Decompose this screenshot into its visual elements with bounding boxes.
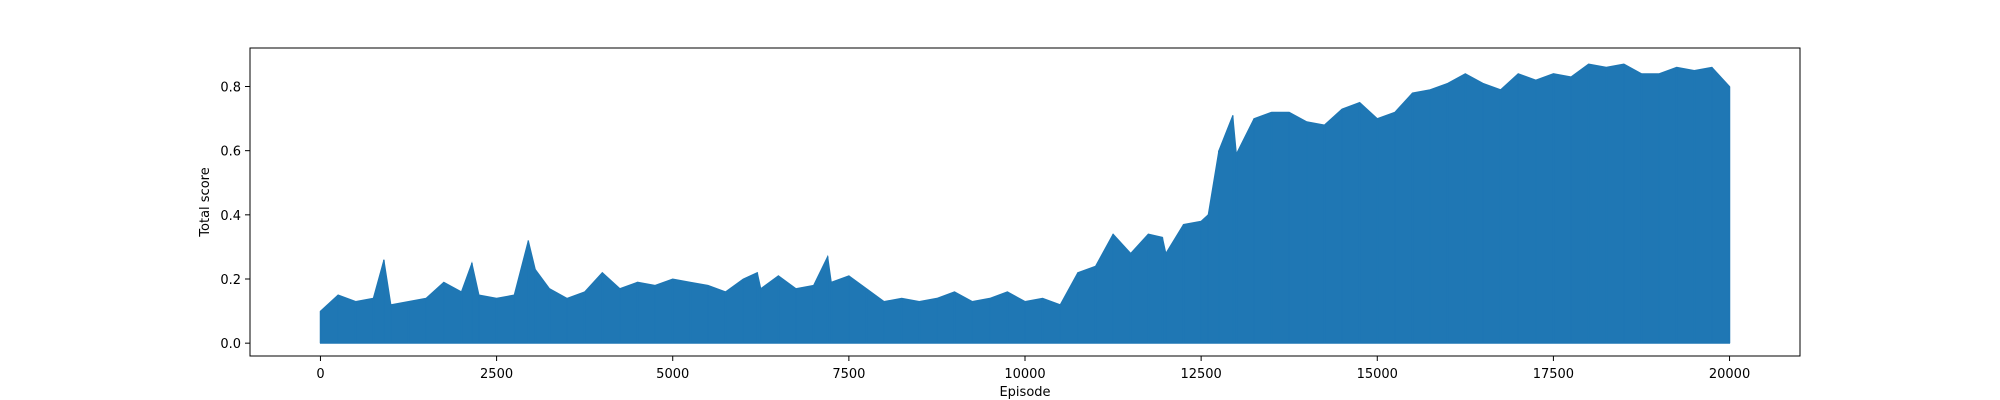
y-axis: 0.0 0.2 0.4 0.6 0.8 [220,81,250,352]
data-layer [319,63,1731,344]
y-axis-label: Total score [198,167,213,237]
y-tick-label: 0.8 [220,81,241,96]
x-tick-label: 10000 [1004,367,1045,382]
x-tick-label: 7500 [832,367,865,382]
x-tick-label: 12500 [1180,367,1221,382]
x-tick-label: 0 [316,367,324,382]
x-tick-label: 2500 [480,367,513,382]
y-tick-label: 0.6 [220,145,241,160]
y-tick-label: 0.0 [220,337,241,352]
x-axis: 0 2500 5000 7500 10000 12500 15000 17500 20000 [316,356,1750,382]
y-tick-label: 0.4 [220,209,241,224]
x-tick-label: 15000 [1357,367,1398,382]
y-tick-label: 0.2 [220,273,241,288]
x-axis-label: Episode [999,385,1050,400]
x-tick-label: 17500 [1533,367,1574,382]
x-tick-label: 5000 [656,367,689,382]
x-tick-label: 20000 [1709,367,1750,382]
